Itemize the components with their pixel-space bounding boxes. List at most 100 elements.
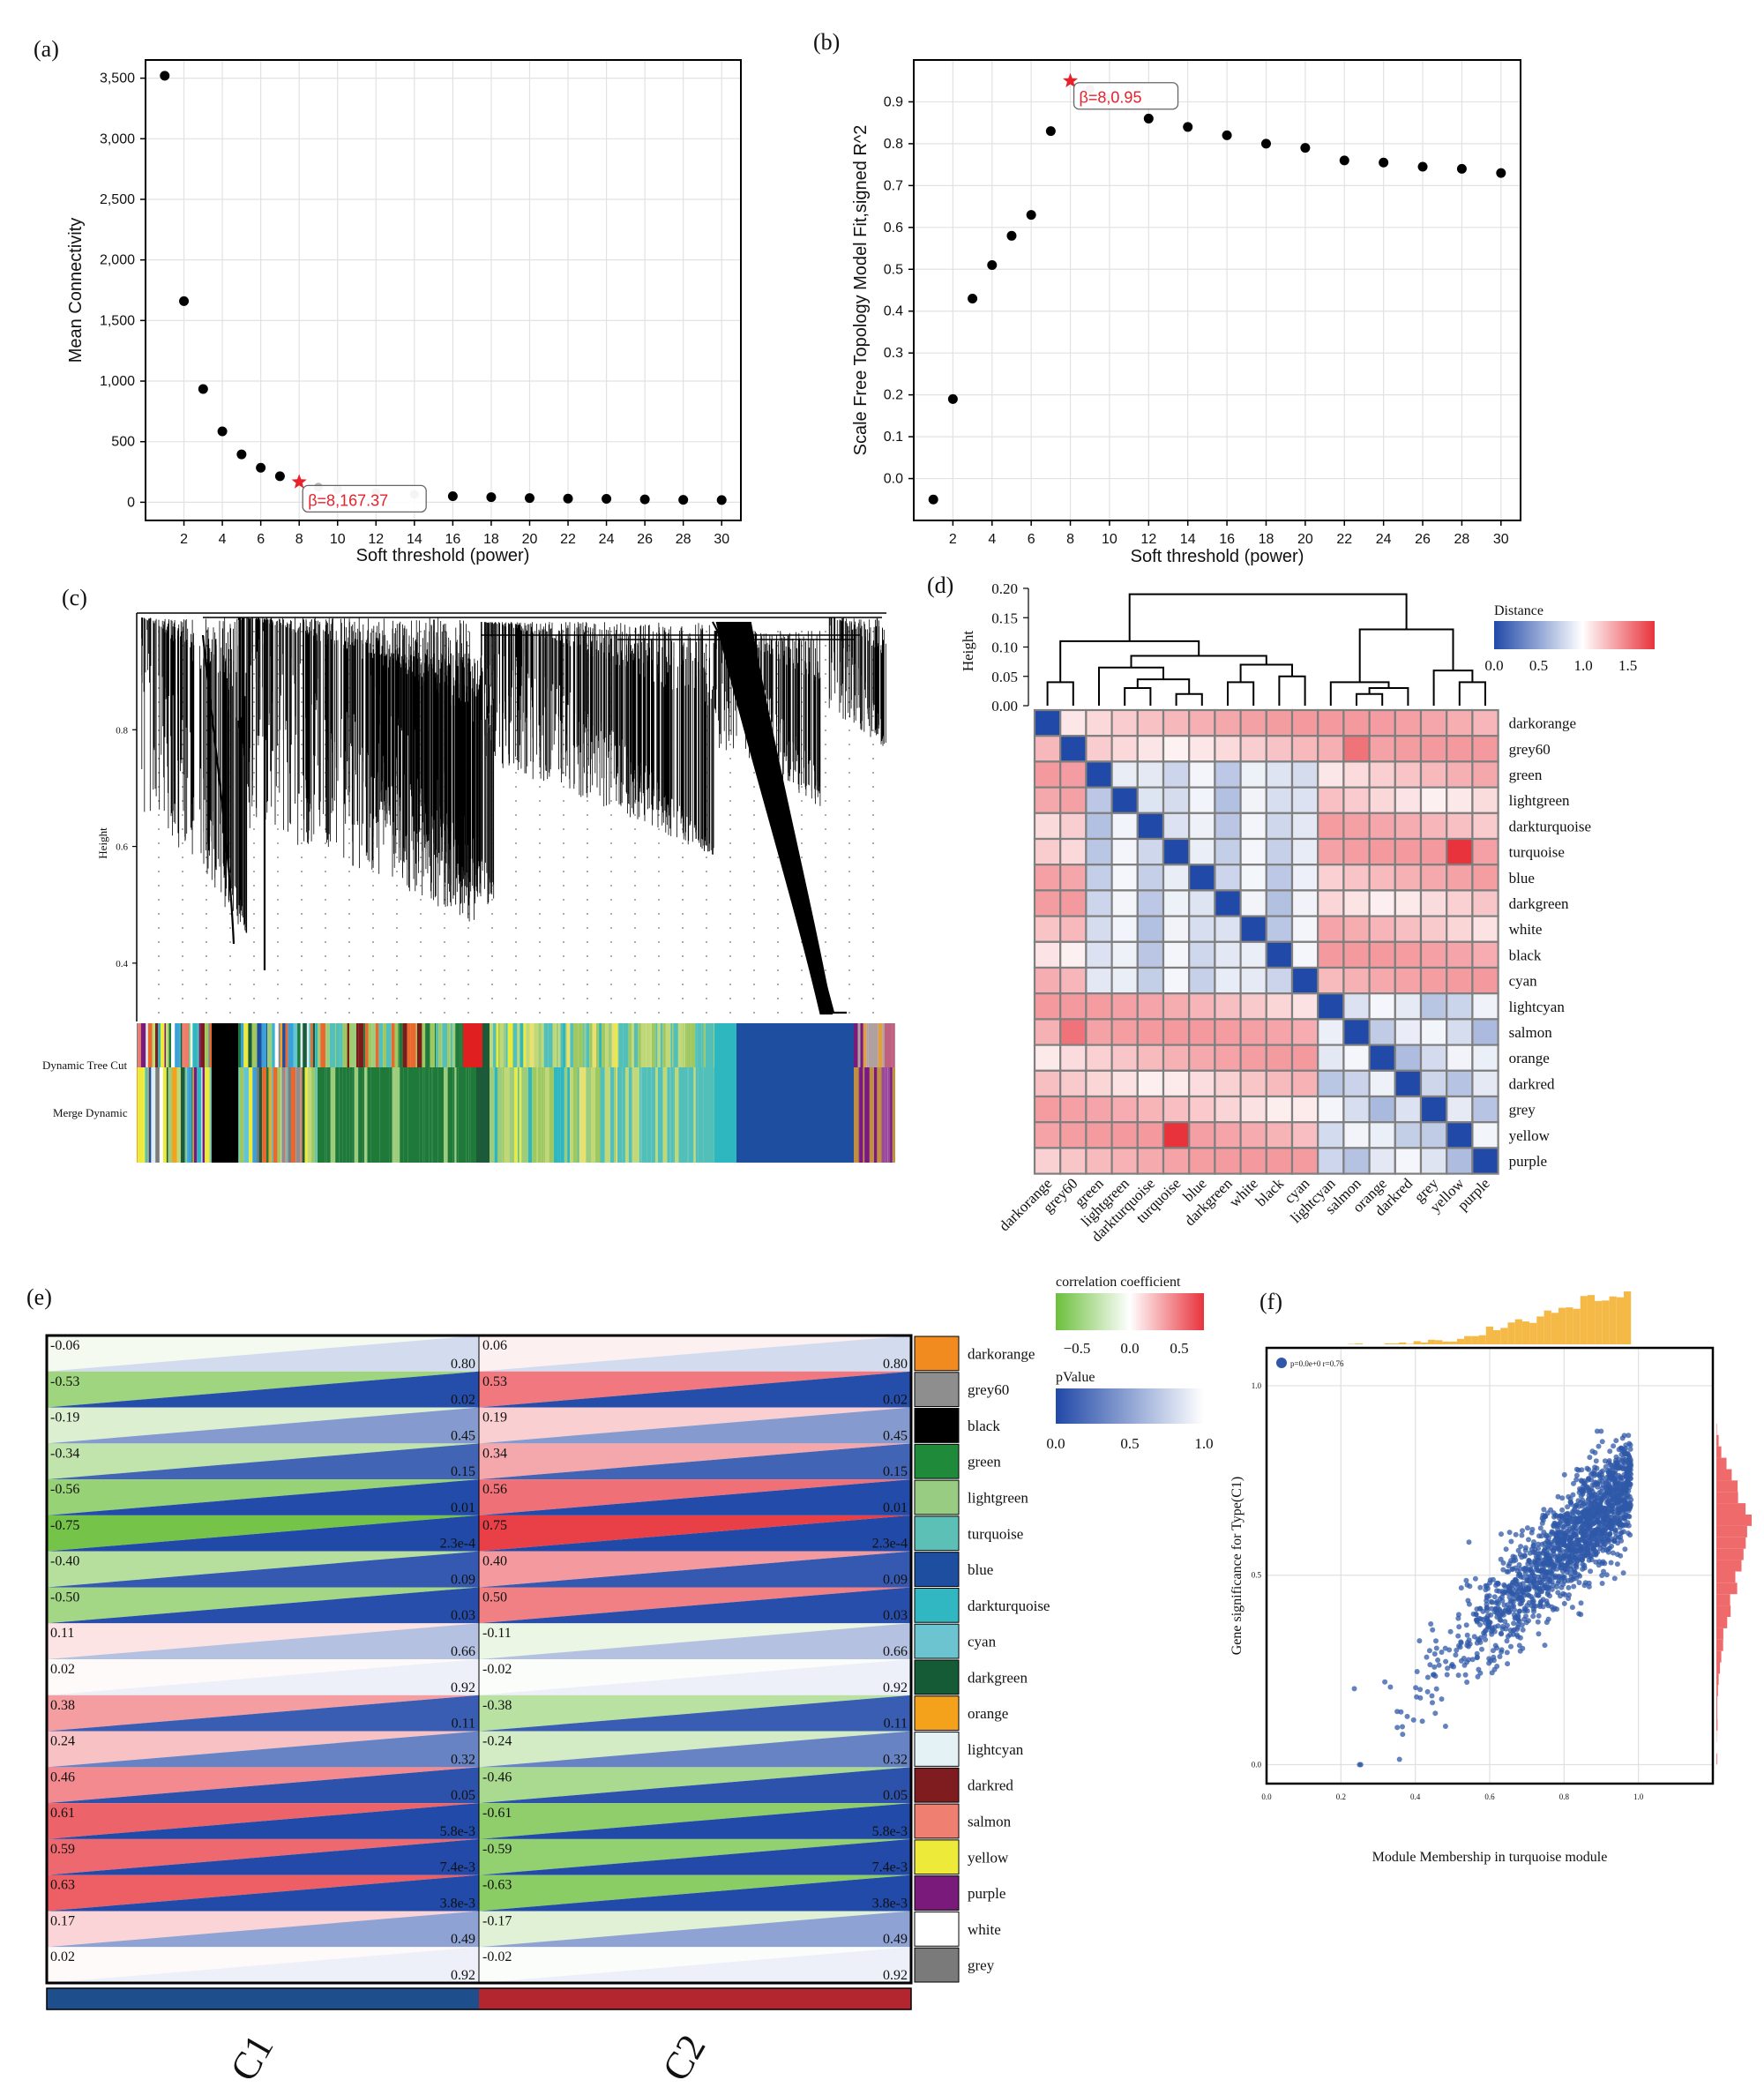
gene-point [1553, 1583, 1559, 1590]
distance-cell [1446, 1147, 1474, 1175]
distance-cell [1368, 837, 1396, 866]
plot-a-ylabel: Mean Connectivity [66, 218, 86, 363]
gene-point [1584, 1551, 1590, 1557]
gene-point [1414, 1669, 1420, 1674]
module-bar-segment [309, 1023, 311, 1067]
pvalue-value: 0.02 [451, 1393, 475, 1408]
module-bar-segment [383, 1023, 386, 1067]
module-swatch [914, 1552, 960, 1587]
corr-value: -0.02 [482, 1949, 512, 1964]
module-bar-segment [192, 1023, 198, 1067]
gene-point [1563, 1530, 1569, 1536]
pvalue-triangle [479, 1443, 911, 1480]
gene-point [1542, 1540, 1548, 1546]
distance-cell [1188, 1018, 1216, 1046]
gene-point [1453, 1652, 1459, 1658]
distance-cell [1239, 966, 1267, 995]
module-bar-segment [687, 1067, 689, 1163]
gene-point [1505, 1602, 1511, 1608]
plot-a-point [236, 449, 247, 460]
gene-point [1536, 1551, 1542, 1557]
module-label: grey [968, 1957, 995, 1974]
hist-top-bar [1602, 1300, 1610, 1344]
gene-point [1410, 1717, 1416, 1723]
distance-cell [1446, 889, 1474, 917]
module-bar-segment [179, 1023, 181, 1067]
module-label: cyan [968, 1634, 997, 1650]
pvalue-triangle [47, 1479, 479, 1515]
plot-b-xlabel: Soft threshold (power) [1131, 547, 1304, 566]
distance-cell [1239, 889, 1267, 917]
distance-cell [1033, 1121, 1062, 1149]
distance-cell [1136, 889, 1165, 917]
pvalue-triangle [479, 1947, 911, 1983]
gene-point [1455, 1672, 1461, 1679]
gene-point [1601, 1544, 1607, 1550]
module-label: darkgreen [968, 1669, 1028, 1686]
module-bar-segment [622, 1067, 625, 1163]
corr-triangle [47, 1515, 479, 1552]
module-bar-segment [698, 1067, 701, 1163]
pvalue-triangle [479, 1874, 911, 1912]
gene-point [1608, 1462, 1613, 1468]
gene-point [1568, 1529, 1574, 1535]
module-bar-segment [202, 1067, 206, 1163]
gene-point [1444, 1672, 1450, 1678]
module-bar-segment [415, 1067, 420, 1163]
distance-cell [1214, 1147, 1242, 1175]
pvalue-value: 7.4e-3 [440, 1860, 475, 1875]
distance-cell [1033, 708, 1062, 737]
distance-cell [1059, 735, 1088, 763]
module-bar-segment [422, 1023, 426, 1067]
module-bar-segment [249, 1067, 253, 1163]
module-bar-segment [171, 1023, 176, 1067]
plot-a-frame [145, 59, 742, 521]
module-bar-segment [691, 1023, 694, 1067]
hist-top-bar [1521, 1321, 1530, 1344]
module-bar-segment [310, 1023, 313, 1067]
distance-cell [1446, 915, 1474, 943]
module-bar-segment [200, 1023, 205, 1067]
module-bar-segment [464, 1067, 467, 1163]
distance-cell [1085, 940, 1113, 969]
corr-legend-bar [1056, 1293, 1204, 1330]
module-swatch [914, 1732, 960, 1767]
module-bar-segment [675, 1067, 679, 1163]
gene-point [1592, 1497, 1598, 1503]
gene-point [1489, 1670, 1495, 1676]
gene-point [1610, 1550, 1616, 1556]
distance-cell [1446, 837, 1474, 866]
gene-point [1569, 1605, 1575, 1611]
module-swatch [914, 1587, 960, 1623]
gene-point [1561, 1575, 1567, 1580]
module-bar-segment [303, 1023, 307, 1067]
distance-cell [1188, 966, 1216, 995]
module-bar-segment [302, 1067, 305, 1163]
gene-point [1549, 1586, 1555, 1592]
plot-a-point [217, 426, 228, 437]
plot-b-ytick-label: 0.2 [884, 388, 903, 403]
distance-cell [1162, 735, 1191, 763]
module-bar-segment [430, 1023, 435, 1067]
module-bar-segment [498, 1023, 500, 1067]
hist-right-bar [1716, 1627, 1723, 1640]
plot-a-ytick-label: 2,500 [100, 192, 135, 207]
pvalue-value: 5.8e-3 [440, 1824, 475, 1839]
corr-triangle [479, 1695, 911, 1732]
gene-point [1551, 1523, 1557, 1530]
distance-cell [1446, 812, 1474, 841]
gene-point [1532, 1560, 1538, 1565]
hist-right-bar [1716, 1423, 1717, 1435]
gene-point [1506, 1530, 1513, 1536]
module-bar-segment [394, 1023, 399, 1067]
plot-f-xlabel: Module Membership in turquoise module [1372, 1850, 1608, 1865]
gene-point [1482, 1632, 1488, 1638]
plot-a-xtick-label: 4 [219, 532, 227, 547]
hist-top-bar [1355, 1343, 1363, 1344]
plot-a-ytick-label: 1,500 [100, 313, 135, 328]
module-bar-segment [553, 1067, 558, 1163]
module-bar-segment [306, 1023, 310, 1067]
gene-point [1424, 1654, 1430, 1660]
dendro-c-ytick-label: 0.4 [116, 959, 128, 969]
distance-cell [1110, 1044, 1139, 1072]
